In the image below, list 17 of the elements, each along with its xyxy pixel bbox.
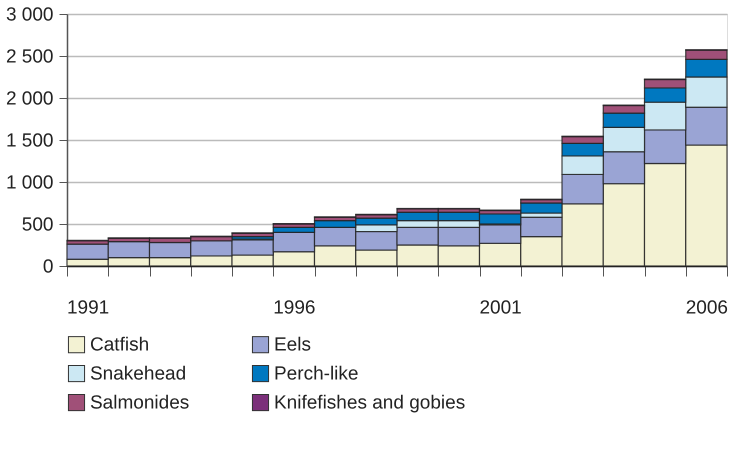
x-tick-label: 1996 [273,298,316,318]
y-tick-label: 3 000 [6,4,54,26]
x-tick-label: 1991 [66,298,110,318]
x-tick-label: 2001 [479,298,522,318]
legend-label: Knifefishes and gobies [274,392,466,414]
legend-label: Salmonides [90,392,190,414]
y-tick-label: 2 500 [6,46,54,68]
legend-label: Eels [274,334,311,356]
legend-label: Catfish [90,334,150,356]
y-tick-label: 500 [22,214,54,236]
y-tick-label: 2 000 [6,88,54,110]
x-tick-label: 2006 [686,298,728,318]
y-tick-label: 1 000 [6,172,54,194]
y-tick-label: 1 500 [6,130,54,152]
y-tick-label: 0 [42,256,54,278]
legend-label: Perch-like [274,364,358,384]
legend-label: Snakehead [90,364,186,384]
